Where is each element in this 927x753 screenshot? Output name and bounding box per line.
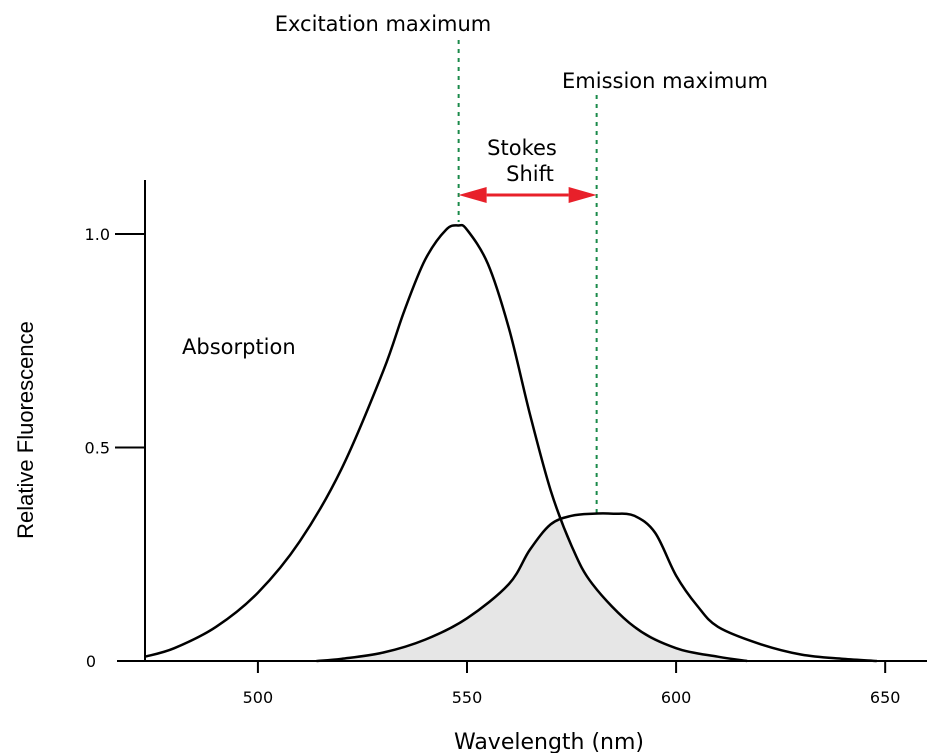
x-tick-label: 500 [243,688,274,707]
stokes-label-line2: Shift [506,162,554,186]
x-tick-label: 550 [452,688,483,707]
stokes-shift-arrow [458,187,597,203]
x-axis-title: Wavelength (nm) [454,730,644,753]
stokes-label-line1: Stokes [487,136,557,160]
absorption-label: Absorption [182,335,296,359]
y-axis-title: Relative Fluorescence [13,321,38,539]
arrow-head-right [568,187,597,203]
emission-curve [316,512,877,663]
y-tick-label: 0 [86,652,96,671]
x-tick-label: 600 [661,688,692,707]
emission-max-label: Emission maximum [562,69,768,93]
arrow-head-left [458,187,487,203]
y-tick-label: 1.0 [85,225,110,244]
excitation-max-label: Excitation maximum [275,12,492,36]
overlap-area [316,520,748,661]
y-tick-label: 0.5 [85,439,110,458]
x-tick-label: 650 [870,688,901,707]
absorption-curve [144,223,748,663]
